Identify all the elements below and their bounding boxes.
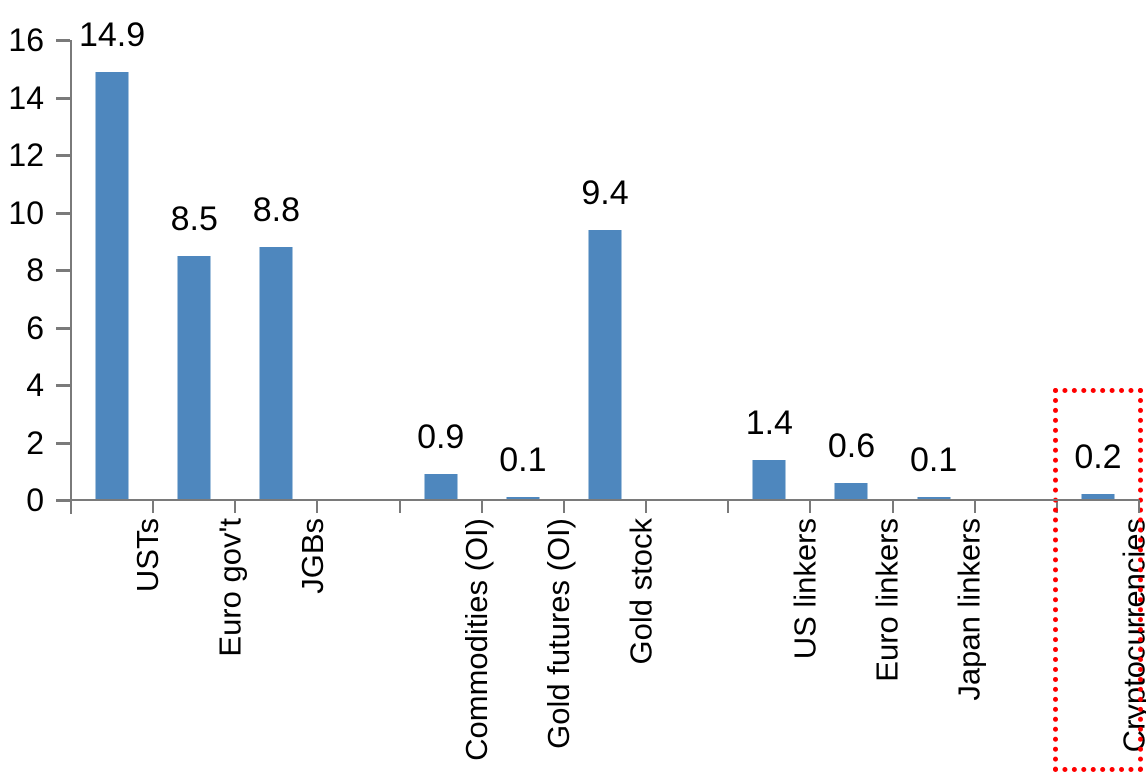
category-slot: 9.4 Gold stock [564, 0, 658, 780]
category-slot: 0.6 Euro linkers [810, 0, 905, 780]
spacer-slot [317, 0, 401, 780]
bar [259, 247, 293, 500]
bar [95, 71, 129, 500]
y-tick-label: 14 [8, 79, 44, 116]
bar-value-label: 9.4 [581, 173, 629, 212]
bar [1081, 494, 1115, 500]
bar [424, 474, 458, 500]
y-axis: 0 2 4 6 8 10 12 14 16 [0, 0, 70, 780]
y-tick-label: 10 [8, 194, 44, 231]
bar-value-label: 8.8 [252, 191, 301, 229]
category-slot: 1.4 US linkers [728, 0, 823, 780]
y-tick-label: 6 [26, 309, 44, 346]
bar-value-label: 0.6 [827, 426, 876, 465]
y-tick-mark [56, 499, 70, 502]
highlight-box [1052, 388, 1144, 772]
y-tick-label: 0 [26, 482, 44, 518]
y-tick-label: 12 [8, 137, 44, 173]
y-tick-mark [56, 384, 70, 387]
category-slot: 0.1 Japan linkers [893, 0, 987, 780]
bar-value-label: 0.1 [910, 441, 958, 480]
category-slot: 0.2 Cryptocurrencies [1052, 0, 1146, 780]
y-tick-label: 16 [8, 22, 44, 58]
y-tick-mark [56, 96, 70, 100]
spacer-slot [646, 0, 730, 780]
bar [834, 482, 868, 500]
x-axis-line [70, 499, 1139, 501]
bar-value-label: 0.1 [499, 441, 547, 480]
y-tick-label: 2 [26, 424, 44, 461]
y-tick-mark [56, 441, 70, 445]
y-tick-mark [56, 211, 70, 215]
category-slot: 14.9 USTs [71, 0, 165, 780]
bar-value-label: 8.5 [170, 199, 218, 238]
bar [917, 497, 951, 500]
bar [588, 229, 622, 500]
bar [752, 459, 786, 500]
spacer-slot [975, 0, 1059, 780]
y-tick-label: 4 [26, 367, 44, 403]
bar-value-label: 14.9 [78, 15, 146, 54]
y-axis-line [70, 40, 72, 514]
y-tick-mark [56, 154, 70, 157]
bar-value-label: 0.2 [1074, 438, 1122, 477]
bar [506, 497, 540, 500]
y-tick-mark [56, 269, 70, 272]
category-slot: 0.9 Commodities (OI) [400, 0, 494, 780]
category-slot: 8.5 Euro gov't [153, 0, 248, 780]
category-slot: 0.1 Gold futures (OI) [482, 0, 576, 780]
bar-value-label: 0.9 [417, 418, 465, 457]
plot-slots: 14.9 USTs 8.5 Euro gov't 8.8 JGBs 0.9 Co… [71, 0, 1146, 780]
y-tick-label: 8 [26, 252, 44, 288]
y-tick-mark [56, 39, 70, 42]
bar-value-label: 1.4 [745, 403, 793, 442]
bar [177, 255, 211, 500]
category-slot: 8.8 JGBs [235, 0, 330, 780]
y-tick-mark [56, 326, 70, 330]
